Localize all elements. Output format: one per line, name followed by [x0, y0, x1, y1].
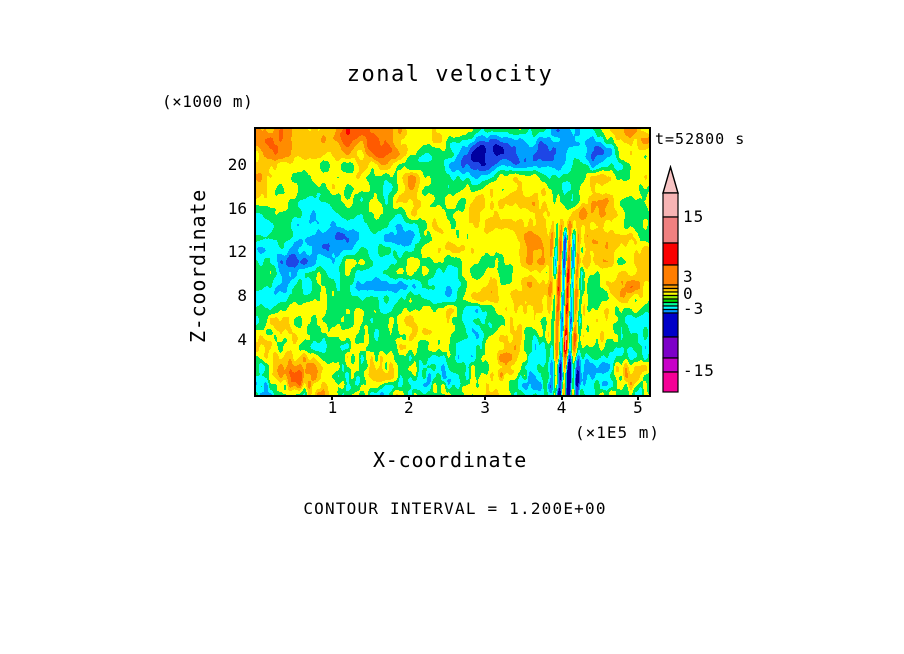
colorbar-value-label: -15	[683, 361, 715, 380]
contour-interval-note: CONTOUR INTERVAL = 1.200E+00	[303, 499, 607, 518]
z-axis-unit: (×1000 m)	[162, 92, 254, 111]
colorbar-segment	[662, 357, 679, 373]
x-tick-label: 5	[633, 398, 643, 417]
colorbar-segment	[662, 371, 679, 393]
x-tick-mark	[484, 396, 487, 400]
z-tick-label: 20	[227, 154, 247, 174]
x-axis-unit: (×1E5 m)	[574, 423, 660, 442]
z-tick-label: 8	[237, 286, 247, 306]
colorbar-arrow-tip	[662, 165, 679, 194]
colorbar-segment	[662, 242, 679, 266]
x-tick-label: 2	[403, 398, 414, 417]
colorbar-value-label: -3	[683, 299, 705, 318]
colorbar-segment	[662, 336, 679, 359]
colorbar-segment	[662, 192, 679, 218]
contour-plot-area	[254, 127, 651, 397]
x-axis-label: X-coordinate	[372, 448, 528, 472]
colorbar-segment	[662, 312, 679, 338]
x-tick-mark	[637, 396, 639, 400]
z-tick-label: 16	[227, 198, 247, 218]
z-tick-label: 12	[227, 242, 247, 262]
plot-title: zonal velocity	[346, 62, 554, 87]
zonal-velocity-contour-canvas	[256, 129, 649, 395]
x-tick-mark	[331, 396, 334, 400]
colorbar-value-label: 3	[683, 267, 694, 286]
x-tick-label: 3	[480, 398, 490, 417]
colorbar-segment	[662, 264, 679, 286]
colorbar-value-label: 15	[683, 207, 705, 226]
time-stamp-label: t=52800 s	[655, 130, 746, 148]
colorbar-value-label: 0	[683, 284, 694, 303]
colorbar-segment	[662, 216, 679, 244]
x-tick-mark	[407, 396, 410, 400]
colorbar	[662, 165, 679, 393]
x-tick-label: 1	[327, 398, 338, 417]
z-tick-label: 4	[237, 330, 247, 349]
x-tick-mark	[560, 396, 563, 400]
x-tick-label: 4	[556, 398, 567, 417]
